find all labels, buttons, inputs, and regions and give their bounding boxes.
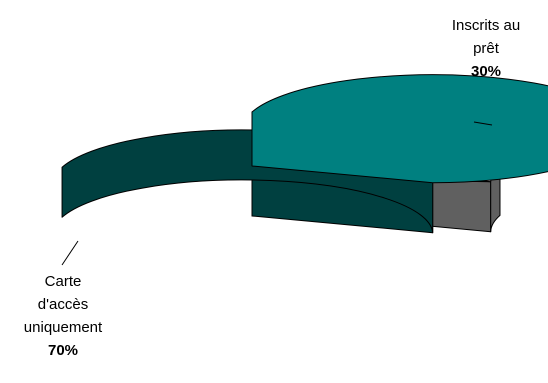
leader-line-inscrits [473, 121, 493, 126]
label-carte-line1: Carte [44, 273, 82, 290]
label-inscrits-line1: Inscrits au [451, 17, 521, 34]
label-inscrits-pct: 30% [470, 63, 502, 80]
label-carte: Carte d'accès uniquement 70% [0, 270, 126, 362]
leader-line-carte [61, 240, 79, 266]
label-inscrits-line2: prêt [473, 40, 499, 57]
label-inscrits: Inscrits au prêt 30% [428, 14, 544, 83]
label-carte-line2: d'accès [37, 296, 89, 313]
label-carte-pct: 70% [47, 342, 79, 359]
label-carte-line3: uniquement [23, 319, 103, 336]
slice-carte-top [251, 74, 548, 184]
